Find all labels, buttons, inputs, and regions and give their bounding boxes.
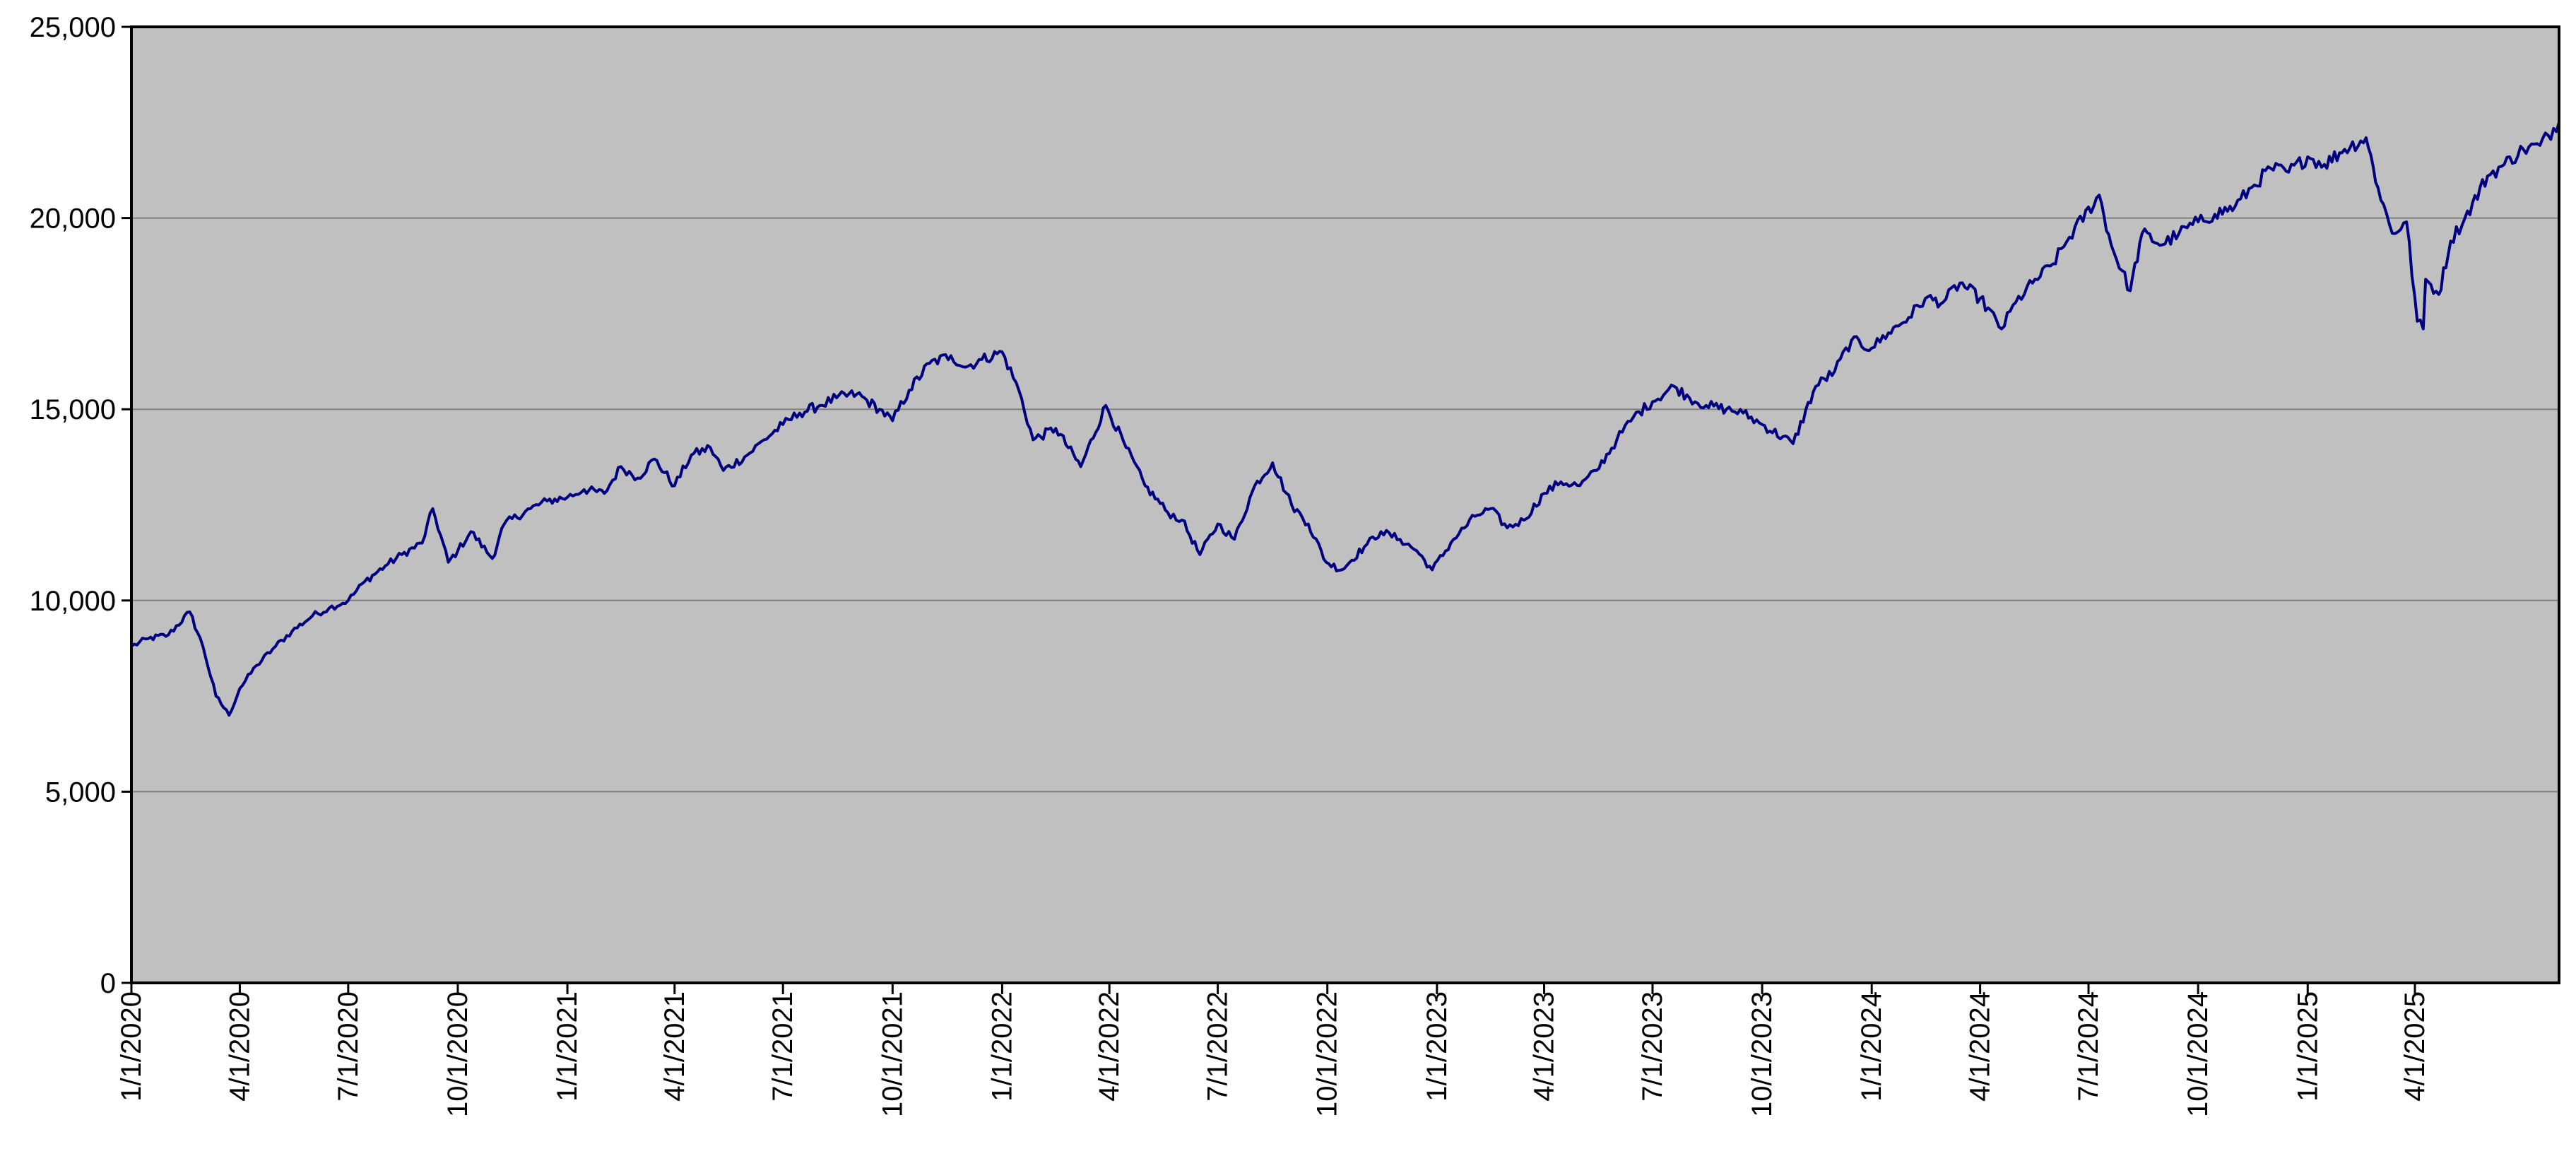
x-tick-label: 7/1/2020: [333, 991, 364, 1102]
y-tick-label: 0: [100, 968, 116, 999]
y-tick-label: 25,000: [30, 12, 116, 43]
y-tick-label: 10,000: [30, 586, 116, 617]
x-tick-label: 10/1/2021: [877, 991, 908, 1117]
x-tick-label: 7/1/2022: [1203, 991, 1234, 1102]
x-tick-label: 10/1/2023: [1747, 991, 1778, 1117]
series-line: [130, 121, 2560, 717]
x-tick-label: 10/1/2022: [1312, 991, 1343, 1117]
plot-area-background: [131, 27, 2559, 983]
x-tick-label: 10/1/2020: [442, 991, 473, 1117]
y-tick-label: 15,000: [30, 394, 116, 425]
x-tick-label: 4/1/2022: [1094, 991, 1125, 1102]
x-tick-label: 4/1/2025: [2399, 991, 2430, 1102]
x-tick-label: 4/1/2024: [1965, 991, 1996, 1102]
x-tick-label: 4/1/2021: [659, 991, 690, 1102]
x-tick-label: 10/1/2024: [2182, 991, 2214, 1117]
x-axis: 1/1/2020 4/1/2020 7/1/2020 10/1/2020 1/1/202…: [116, 983, 2430, 1117]
x-tick-label: 1/1/2024: [1856, 991, 1887, 1102]
x-tick-label: 7/1/2021: [767, 991, 798, 1102]
gridlines: [131, 217, 2559, 793]
x-tick-label: 1/1/2020: [116, 991, 147, 1102]
x-tick-label: 7/1/2023: [1637, 991, 1668, 1102]
x-tick-label: 1/1/2023: [1422, 991, 1453, 1102]
y-tick-label: 5,000: [45, 777, 116, 808]
x-tick-label: 1/1/2021: [552, 991, 583, 1102]
plot-area-border: [130, 25, 2560, 984]
x-tick-label: 1/1/2022: [986, 991, 1017, 1102]
x-tick-label: 4/1/2020: [224, 991, 255, 1102]
x-tick-label: 1/1/2025: [2292, 991, 2323, 1102]
x-tick-label: 7/1/2024: [2073, 991, 2104, 1102]
y-axis: 0 5,000 10,000 15,000 20,000 25,000: [30, 12, 131, 999]
x-tick-label: 4/1/2023: [1529, 991, 1560, 1102]
y-tick-label: 20,000: [30, 204, 116, 235]
